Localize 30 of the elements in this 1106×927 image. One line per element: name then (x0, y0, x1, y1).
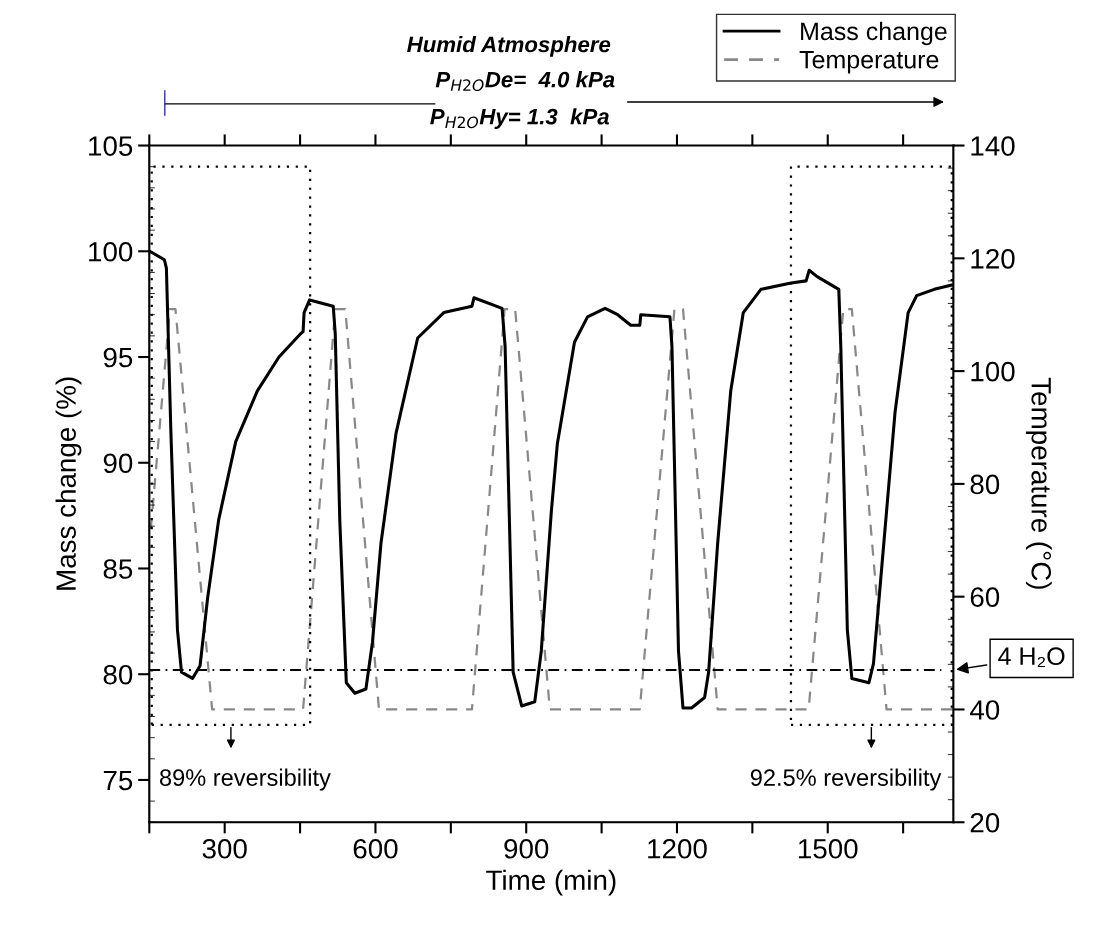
y-tick-label: 100 (89, 241, 133, 262)
y2-tick-label: 40 (969, 700, 1000, 720)
legend-label: Mass change (801, 21, 947, 46)
y-tick-label: 105 (89, 136, 133, 156)
x-tick-label: 900 (504, 838, 549, 859)
legend-label: Temperature (799, 51, 939, 74)
y2-tick-label: 120 (971, 248, 1015, 269)
y-tick-label: 95 (103, 347, 133, 368)
annotation: 92.5% reversibility (750, 768, 942, 791)
y-tick-label: 85 (103, 559, 133, 579)
y-axis-title: Mass change (%) (55, 377, 82, 590)
annotation: 89% reversibility (159, 768, 331, 791)
text: P$_{H2O}$Hy= 1.3 kPa (430, 108, 609, 129)
x-axis-title: Time (min) (486, 869, 616, 896)
text: Humid Atmosphere (407, 35, 611, 57)
text: P$_{H2O}$De= 4.0 kPa (435, 71, 615, 92)
y-tick-label: 75 (103, 770, 133, 791)
y2-tick-label: 140 (971, 136, 1015, 156)
x-tick-label: 1200 (648, 838, 707, 859)
y2-tick-label: 60 (970, 587, 1000, 608)
x-tick-label: 600 (353, 838, 398, 859)
y2-tick-label: 20 (970, 812, 1000, 833)
x-tick-label: 300 (202, 838, 247, 859)
y2-tick-label: 80 (970, 474, 1000, 495)
x-tick-label: 1500 (798, 838, 858, 859)
ref-line-label: 4 H₂O (998, 647, 1065, 667)
y2-axis-title: Temperature (°C) (1025, 377, 1052, 589)
y2-tick-label: 100 (971, 361, 1015, 382)
y-tick-label: 80 (103, 664, 133, 685)
y-tick-label: 90 (103, 453, 133, 474)
